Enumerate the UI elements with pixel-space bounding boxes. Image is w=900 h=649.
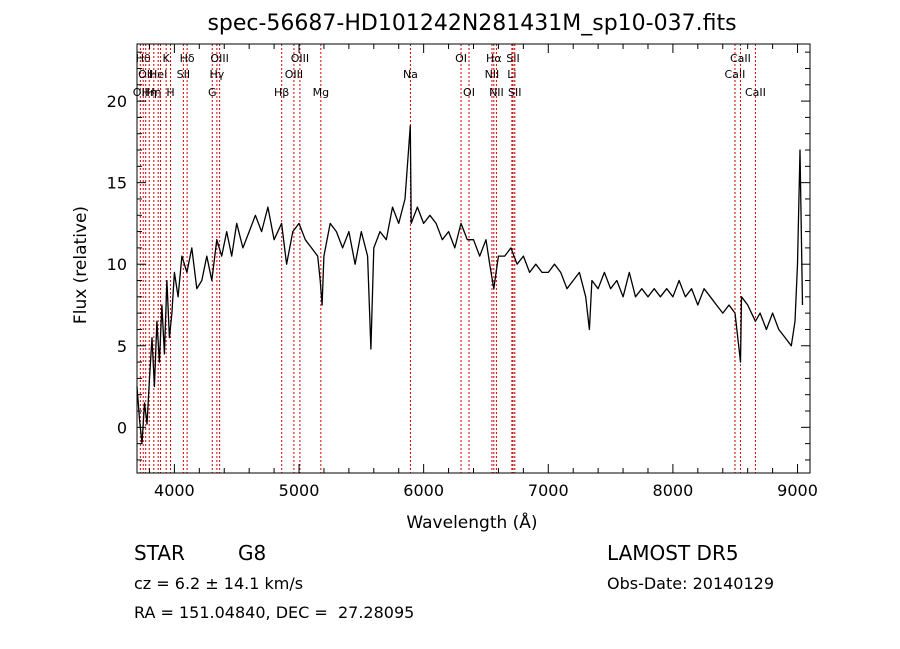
x-axis: 4000 5000 6000 7000 8000 9000 [148,44,818,500]
y-axis: 0 5 10 15 20 [107,51,810,461]
velocity-readout: cz = 6.2 ± 14.1 km/s [134,574,304,593]
emission-line-markers: OIIHθOIIHηHηHeIKHSIIHδGHγOIIIHβOIIIOIIIM… [133,44,766,473]
coordinates-readout: RA = 151.04840, DEC = 27.28095 [134,603,415,622]
line-marker-label-14: Hβ [274,86,289,99]
line-marker-label-27: CaII [725,68,746,81]
line-marker-label-9: SII [177,68,190,81]
x-axis-label: Wavelength (Å) [406,511,537,533]
x-tick-label-5: 9000 [777,481,818,500]
line-marker-label-11: G [208,86,217,99]
spectrum-series-line [136,124,804,445]
chart-title: spec-56687-HD101242N281431M_sp10-037.fit… [207,11,736,36]
plot-frame [136,43,811,474]
y-axis-label: Flux (relative) [71,206,91,324]
line-marker-label-29: CaII [745,86,766,99]
line-marker-label-4: Hη [146,86,161,99]
line-marker-label-5: HeI [149,68,167,81]
line-marker-label-12: Hγ [209,68,224,81]
line-marker-label-18: Na [403,68,418,81]
spectral-subclass: G8 [238,541,267,565]
line-marker-label-1: Hθ [136,52,151,65]
y-tick-label-3: 15 [107,174,127,193]
x-tick-label-3: 7000 [528,481,569,500]
y-tick-label-4: 20 [107,92,127,111]
line-marker-label-8: H [166,86,174,99]
line-marker-label-7: K [163,52,171,65]
line-marker-label-26: SII [508,86,521,99]
x-tick-label-2: 6000 [403,481,444,500]
x-tick-label-4: 8000 [653,481,694,500]
line-marker-label-15: OIII [285,68,303,81]
line-marker-label-17: Mg [313,86,329,99]
line-marker-label-3: Hη [142,86,157,99]
line-marker-label-23: NII [489,86,504,99]
x-tick-label-0: 4000 [154,481,195,500]
line-marker-label-21: NII [485,68,500,81]
y-tick-label-0: 0 [117,418,127,437]
observation-date: Obs-Date: 20140129 [607,574,775,593]
y-tick-label-1: 5 [117,337,127,356]
line-marker-label-28: CaII [730,52,751,65]
line-marker-label-16: OIII [291,52,309,65]
y-tick-label-2: 10 [107,255,127,274]
line-marker-label-19: OI [455,52,467,65]
line-marker-label-25: SII [506,52,519,65]
object-class: STAR [134,541,185,565]
line-marker-label-20: OI [463,86,475,99]
survey-name: LAMOST DR5 [607,541,739,565]
line-marker-label-10: Hδ [180,52,195,65]
line-marker-label-24: Li [507,68,516,81]
x-tick-label-1: 5000 [279,481,320,500]
line-marker-label-22: Hα [486,52,502,65]
line-marker-label-13: OIII [210,52,228,65]
